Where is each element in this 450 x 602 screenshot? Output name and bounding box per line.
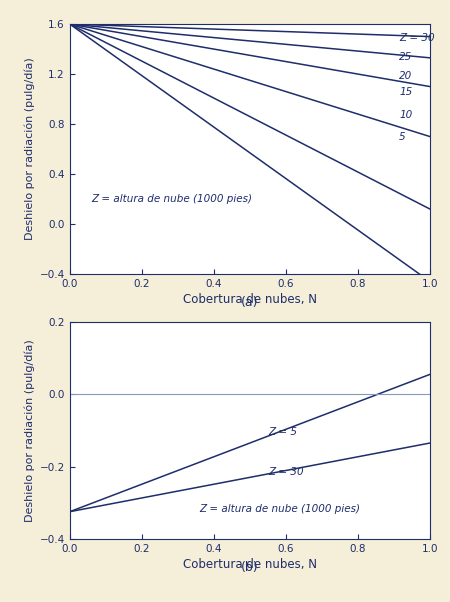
Text: 25: 25	[399, 52, 412, 62]
X-axis label: Cobertura de nubes, N: Cobertura de nubes, N	[183, 293, 317, 306]
Text: 10: 10	[399, 110, 412, 120]
Y-axis label: Deshielo por radiación (pulg/día): Deshielo por radiación (pulg/día)	[25, 339, 36, 522]
Text: 15: 15	[399, 87, 412, 97]
Text: 20: 20	[399, 71, 412, 81]
Text: Z = 30: Z = 30	[399, 33, 435, 43]
Text: Z = altura de nube (1000 pies): Z = altura de nube (1000 pies)	[91, 194, 252, 204]
Text: 5: 5	[399, 132, 406, 142]
Y-axis label: Deshielo por radiación (pulg/día): Deshielo por radiación (pulg/día)	[25, 58, 36, 240]
Text: (a): (a)	[241, 296, 258, 309]
Text: Z = 5: Z = 5	[268, 427, 297, 437]
Text: Z = altura de nube (1000 pies): Z = altura de nube (1000 pies)	[199, 504, 360, 514]
X-axis label: Cobertura de nubes, N: Cobertura de nubes, N	[183, 558, 317, 571]
Text: (b): (b)	[241, 561, 259, 574]
Text: Z = 30: Z = 30	[268, 467, 303, 477]
